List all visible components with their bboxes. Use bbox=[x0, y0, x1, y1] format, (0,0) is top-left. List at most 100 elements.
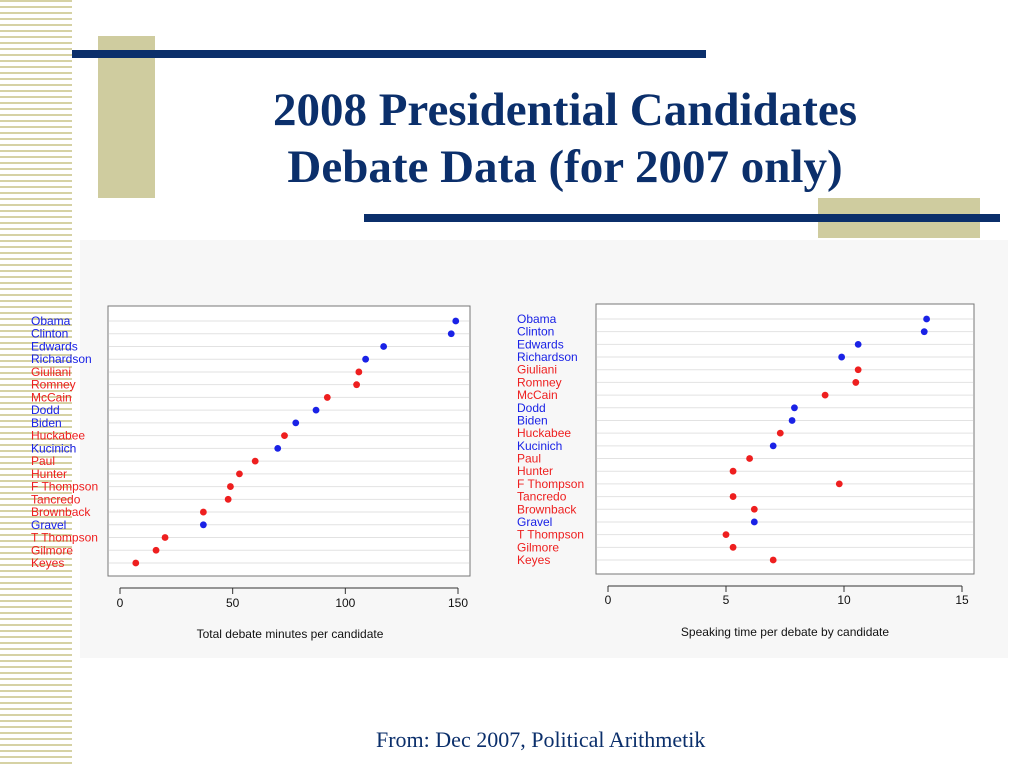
chart2-point bbox=[791, 404, 798, 412]
chart1-candidate-label: Obama bbox=[31, 314, 71, 328]
chart2-point bbox=[746, 455, 753, 462]
chart1-candidate-label: Dodd bbox=[31, 403, 60, 417]
chart2-point bbox=[769, 556, 777, 564]
chart1-candidate-label: Huckabee bbox=[31, 429, 85, 443]
chart2-tick-label: 10 bbox=[837, 593, 851, 607]
chart2-candidate-label: Paul bbox=[517, 452, 541, 466]
chart1-candidate-label: Tancredo bbox=[31, 492, 81, 506]
chart2-x-axis-label: Speaking time per debate by candidate bbox=[681, 625, 889, 639]
chart1-candidate-label: McCain bbox=[31, 390, 72, 404]
chart1-candidate-label: Gravel bbox=[31, 518, 66, 532]
chart2-candidate-label: Keyes bbox=[517, 553, 550, 567]
chart2-point bbox=[920, 328, 928, 336]
chart1-point bbox=[362, 355, 370, 363]
title-line-1: 2008 Presidential Candidates bbox=[272, 84, 858, 136]
chart1-candidate-label: Clinton bbox=[31, 327, 68, 341]
slide-title: 2008 Presidential Candidates Debate Data… bbox=[150, 82, 980, 196]
chart2-tick-label: 15 bbox=[955, 593, 969, 607]
chart2-candidate-label: Giuliani bbox=[517, 363, 557, 377]
chart2-candidate-label: Clinton bbox=[517, 325, 554, 339]
chart1-point bbox=[274, 444, 282, 452]
chart1-tick-label: 50 bbox=[226, 596, 240, 610]
chart1-candidate-label: Kucinich bbox=[31, 441, 76, 455]
chart2-candidate-label: Richardson bbox=[517, 350, 578, 364]
chart1-point bbox=[152, 546, 160, 554]
chart1-point bbox=[251, 457, 259, 465]
chart1-tick-label: 150 bbox=[448, 596, 468, 610]
source-footer: From: Dec 2007, Political Arithmetik bbox=[376, 727, 706, 752]
chart1-point bbox=[224, 495, 232, 503]
decorative-line-bottom bbox=[364, 214, 1000, 222]
chart2-candidate-label: Huckabee bbox=[517, 426, 571, 440]
title-line-2: Debate Data (for 2007 only) bbox=[287, 141, 843, 193]
chart1-candidate-label: Romney bbox=[31, 378, 76, 392]
chart2-candidate-label: Obama bbox=[517, 312, 557, 326]
chart2-candidate-label: Dodd bbox=[517, 401, 546, 415]
chart2-candidate-label: McCain bbox=[517, 388, 558, 402]
chart1-group: ObamaClintonEdwardsRichardsonGiulianiRom… bbox=[31, 305, 471, 641]
chart2-point bbox=[729, 493, 737, 500]
chart1-point bbox=[132, 559, 140, 567]
chart2-candidate-label: Brownback bbox=[517, 502, 577, 516]
chart2-candidate-label: Gilmore bbox=[517, 540, 559, 554]
chart1-candidate-label: Hunter bbox=[31, 467, 67, 481]
chart2-candidate-label: Tancredo bbox=[517, 490, 567, 504]
chart1-tick-label: 100 bbox=[335, 596, 355, 610]
chart2-candidate-label: Gravel bbox=[517, 515, 552, 529]
chart2-candidate-label: Romney bbox=[517, 375, 562, 389]
chart1-point bbox=[236, 470, 243, 478]
chart2-point bbox=[776, 429, 784, 437]
chart1-plot-box bbox=[107, 305, 471, 577]
chart1-point bbox=[312, 406, 320, 414]
chart1-point bbox=[452, 317, 460, 325]
chart1-candidate-label: Edwards bbox=[31, 339, 78, 353]
chart2-point bbox=[854, 366, 862, 374]
chart2-point bbox=[750, 505, 758, 513]
chart1-candidate-label: Gilmore bbox=[31, 543, 73, 557]
chart2-candidate-label: F Thompson bbox=[517, 477, 584, 491]
chart2-candidate-label: Kucinich bbox=[517, 439, 562, 453]
chart2-point bbox=[835, 480, 843, 488]
chart1-candidate-label: Keyes bbox=[31, 556, 64, 570]
chart2-point bbox=[729, 543, 737, 551]
chart1-candidate-label: Brownback bbox=[31, 505, 91, 519]
chart2-point bbox=[852, 379, 860, 386]
chart1-candidate-label: Biden bbox=[31, 416, 62, 430]
chart2-point bbox=[923, 315, 930, 323]
chart2-group: ObamaClintonEdwardsRichardsonGiulianiRom… bbox=[517, 303, 975, 639]
chart1-point bbox=[292, 419, 300, 427]
chart2-tick-label: 5 bbox=[723, 593, 730, 607]
decorative-stripes bbox=[0, 0, 72, 768]
chart1-point bbox=[380, 343, 388, 350]
chart1-candidate-label: Giuliani bbox=[31, 365, 71, 379]
chart2-point bbox=[729, 467, 737, 475]
chart2-point bbox=[788, 417, 796, 424]
chart2-point bbox=[769, 442, 777, 450]
chart1-point bbox=[227, 483, 234, 490]
chart1-x-axis-label: Total debate minutes per candidate bbox=[197, 627, 384, 641]
chart1-candidate-label: T Thompson bbox=[31, 531, 98, 545]
chart2-plot-box bbox=[595, 303, 975, 575]
chart2-point bbox=[838, 353, 846, 361]
chart2-point bbox=[821, 391, 829, 399]
decorative-block-left bbox=[98, 36, 155, 198]
chart1-point bbox=[281, 432, 288, 440]
chart1-point bbox=[323, 394, 331, 401]
chart2-point bbox=[722, 531, 730, 539]
chart1-candidate-label: Richardson bbox=[31, 352, 92, 366]
chart1-point bbox=[353, 381, 360, 389]
chart1-point bbox=[355, 368, 363, 376]
chart2-point bbox=[854, 340, 862, 348]
chart2-candidate-label: Biden bbox=[517, 413, 548, 427]
chart2-candidate-label: Hunter bbox=[517, 464, 553, 478]
chart1-point bbox=[199, 521, 207, 529]
chart2-candidate-label: Edwards bbox=[517, 337, 564, 351]
chart2-point bbox=[750, 518, 758, 526]
chart1-point bbox=[161, 534, 169, 541]
chart1-point bbox=[199, 508, 207, 516]
chart1-point bbox=[447, 330, 455, 338]
chart1-tick-label: 0 bbox=[117, 596, 124, 610]
chart2-candidate-label: T Thompson bbox=[517, 528, 584, 542]
chart2-tick-label: 0 bbox=[605, 593, 612, 607]
